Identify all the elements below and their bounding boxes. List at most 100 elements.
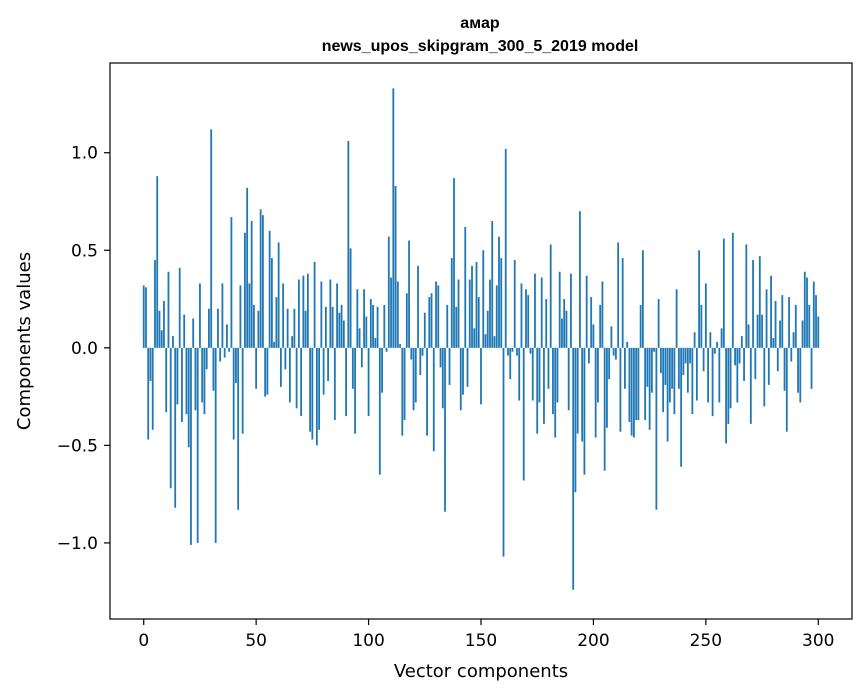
bar-component-1 [145,287,147,348]
bar-component-266 [740,336,743,348]
bar-component-120 [412,347,415,411]
bar-component-187 [563,299,566,348]
bar-component-262 [731,232,734,348]
x-axis-ticks: 0 50 100 150 200 250 300 [138,619,834,651]
bar-component-186 [561,318,563,348]
bar-component-239 [680,347,683,467]
bar-component-139 [455,306,458,348]
bar-component-30 [210,129,213,348]
x-tick-label: 100 [352,631,384,651]
bar-component-88 [340,304,343,348]
bar-component-195 [581,347,584,442]
bar-component-224 [646,347,649,387]
bar-component-37 [226,324,228,348]
bar-component-48 [250,221,253,348]
bar-component-225 [648,347,651,430]
bar-component-173 [531,347,534,401]
bar-component-174 [534,273,536,348]
bar-component-270 [749,347,752,424]
bar-component-45 [244,232,246,348]
bar-component-116 [403,347,406,421]
bar-component-11 [167,271,170,348]
bar-component-113 [396,281,399,348]
chart-title-line2: news_upos_skipgram_300_5_2019 model [322,38,639,55]
bar-component-126 [426,347,428,436]
bar-component-190 [570,273,572,348]
bar-component-252 [709,332,712,348]
bar-component-169 [522,347,525,481]
bar-component-58 [273,341,276,348]
bar-component-100 [367,347,370,417]
bar-component-197 [585,275,588,348]
bar-component-246 [695,347,698,401]
bar-component-138 [453,178,455,348]
bar-component-235 [671,347,674,389]
bar-component-109 [387,236,390,348]
bar-component-154 [489,279,491,348]
bar-component-233 [666,347,669,442]
bar-component-215 [626,341,629,348]
bar-component-226 [650,347,653,393]
y-tick-label: −1.0 [57,534,98,554]
bar-component-101 [369,299,372,348]
bar-component-282 [776,347,779,372]
bar-component-178 [543,347,545,424]
bar-component-273 [756,314,759,348]
bar-component-243 [689,347,692,364]
bar-component-41 [235,347,237,383]
bar-component-157 [495,285,498,348]
bar-component-269 [747,324,750,348]
bar-component-79 [320,281,323,348]
bar-component-14 [174,347,177,508]
bar-component-125 [423,312,426,348]
bar-component-99 [365,316,368,348]
x-tick-label: 50 [245,631,267,651]
bar-component-3 [149,347,152,381]
y-tick-label: 1.0 [71,144,98,164]
bar-component-238 [677,347,680,389]
bar-component-62 [282,283,285,348]
bar-component-170 [525,289,527,348]
bar-component-106 [381,347,383,393]
bar-component-248 [700,304,703,348]
bar-component-227 [653,347,656,352]
bar-component-153 [486,310,489,348]
bar-component-90 [345,347,347,417]
bar-component-56 [268,230,271,348]
bar-component-13 [172,336,174,348]
bar-component-49 [253,304,255,348]
chart-title-line1: aмap [460,15,500,32]
bar-component-18 [183,314,186,348]
bar-component-112 [394,185,397,348]
bar-component-198 [588,347,590,364]
bar-component-223 [644,347,647,421]
bar-component-188 [565,310,568,348]
bar-component-263 [734,347,736,366]
bar-component-245 [693,332,696,348]
bar-component-6 [156,176,159,348]
bar-component-257 [720,328,723,348]
bar-component-168 [520,283,523,348]
bar-component-265 [738,347,741,364]
bar-component-98 [363,289,365,348]
bar-component-94 [354,347,356,434]
bar-component-228 [655,347,658,510]
bar-component-271 [752,260,754,348]
bar-component-213 [621,258,624,348]
bar-component-151 [482,250,485,348]
bar-component-17 [181,347,183,422]
bar-component-275 [761,314,763,348]
bar-component-44 [241,347,244,434]
bar-component-196 [583,347,586,475]
bar-component-140 [457,279,460,348]
bar-component-16 [178,267,181,348]
bar-component-10 [165,347,168,413]
bar-component-91 [347,141,350,348]
bar-component-155 [491,221,494,348]
bar-component-111 [392,88,395,348]
y-tick-label: 0.0 [71,339,98,359]
bar-component-142 [462,347,464,395]
bar-component-222 [641,250,644,348]
bar-component-158 [498,236,500,348]
bar-component-129 [432,347,435,452]
